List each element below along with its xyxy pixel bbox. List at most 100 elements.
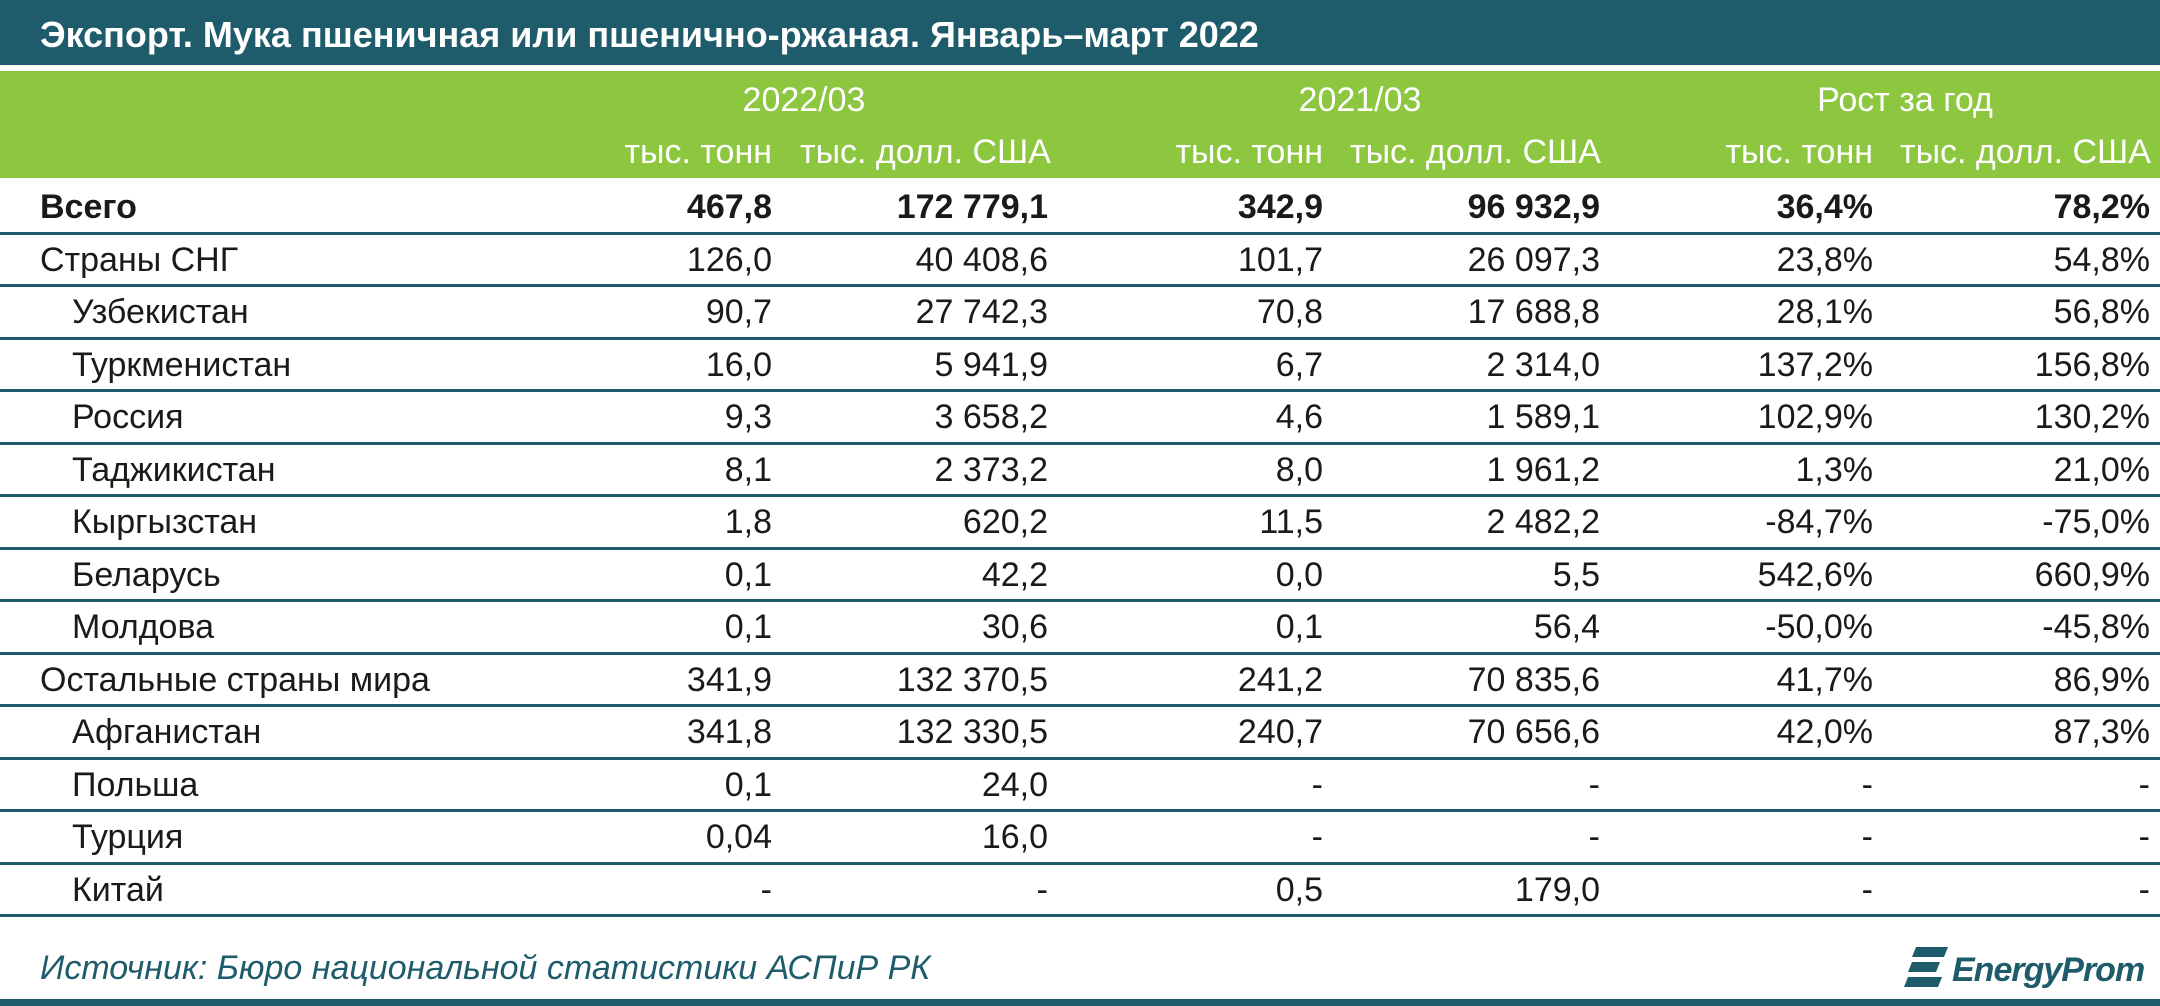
table-title: Экспорт. Мука пшеничная или пшенично-ржа… — [0, 0, 2160, 68]
value-tonnes-2022: 341,8 — [686, 713, 772, 751]
subheader-usd-2021: тыс. долл. США — [1350, 133, 1601, 171]
value-tonnes-2022: 90,7 — [705, 293, 772, 331]
subheader-usd-growth: тыс. долл. США — [1900, 133, 2151, 171]
value-tonnes-2022: 1,8 — [724, 503, 772, 541]
growth-usd: 21,0% — [2053, 450, 2150, 489]
growth-tonnes: 42,0% — [1776, 713, 1873, 751]
value-tonnes-2022: 0,1 — [724, 555, 772, 594]
value-tonnes-2021: 0,0 — [1275, 555, 1323, 594]
value-tonnes-2021: 6,7 — [1275, 345, 1323, 384]
value-usd-2022: 620,2 — [962, 503, 1048, 541]
table-row: Кыргызстан 1,8 620,2 11,5 2 482,2 -84,7% -75,0… — [0, 497, 2160, 550]
value-usd-2022: 2 373,2 — [934, 450, 1048, 489]
table-row: Беларусь 0,1 42,2 0,0 5,5 542,6% 660,9% — [0, 550, 2160, 602]
growth-tonnes: 41,7% — [1776, 660, 1873, 699]
value-usd-2021: - — [1588, 765, 1600, 804]
value-usd-2022: 16,0 — [981, 818, 1048, 856]
value-tonnes-2021: - — [1311, 818, 1323, 856]
source-note: Источник: Бюро национальной статистики А… — [40, 949, 931, 987]
subheader-usd-2022: тыс. долл. США — [800, 133, 1051, 171]
value-tonnes-2022: - — [760, 870, 772, 909]
value-usd-2022: 5 941,9 — [934, 345, 1048, 384]
value-usd-2021: 5,5 — [1552, 555, 1600, 594]
value-tonnes-2021: 342,9 — [1237, 188, 1323, 226]
row-label: Беларусь — [72, 555, 221, 594]
value-usd-2022: 27 742,3 — [915, 293, 1048, 331]
growth-tonnes: - — [1861, 818, 1873, 856]
growth-usd: 54,8% — [2053, 240, 2150, 279]
group-header-2022: 2022/03 — [742, 81, 866, 119]
growth-usd: -45,8% — [2042, 608, 2150, 646]
value-usd-2022: 172 779,1 — [896, 188, 1048, 226]
table-row: Турция 0,04 16,0 - - - - — [0, 812, 2160, 865]
row-label: Страны СНГ — [40, 240, 239, 279]
value-usd-2022: 132 370,5 — [896, 660, 1048, 699]
value-tonnes-2022: 16,0 — [705, 345, 772, 384]
value-tonnes-2022: 467,8 — [686, 188, 772, 226]
growth-tonnes: 36,4% — [1776, 188, 1873, 226]
row-label: Польша — [72, 765, 199, 804]
table-footer: Источник: Бюро национальной статистики А… — [0, 937, 2160, 999]
value-usd-2022: - — [1036, 870, 1048, 909]
value-tonnes-2021: 241,2 — [1237, 660, 1323, 699]
value-usd-2021: 179,0 — [1514, 870, 1600, 909]
row-label: Таджикистан — [72, 450, 276, 489]
table-row: Китай - - 0,5 179,0 - - — [0, 865, 2160, 917]
growth-usd: 130,2% — [2034, 398, 2150, 436]
row-label: Всего — [40, 188, 137, 226]
table-row: Страны СНГ 126,0 40 408,6 101,7 26 097,3 23,8… — [0, 235, 2160, 287]
row-label: Молдова — [72, 608, 215, 646]
value-tonnes-2021: 11,5 — [1259, 503, 1323, 541]
table-row: Всего 467,8 172 779,1 342,9 96 932,9 36,4% 78,… — [0, 182, 2160, 235]
value-tonnes-2022: 0,1 — [724, 608, 772, 646]
value-usd-2021: - — [1588, 818, 1600, 856]
table-row: Остальные страны мира 341,9 132 370,5 241,2… — [0, 655, 2160, 707]
table-header: 2022/03 2021/03 Рост за год тыс. тонн ты… — [0, 71, 2160, 178]
value-tonnes-2021: 70,8 — [1256, 293, 1323, 331]
growth-usd: 56,8% — [2053, 293, 2150, 331]
logo-mark-icon — [1904, 947, 1948, 987]
value-tonnes-2021: 240,7 — [1237, 713, 1323, 751]
table-row: Россия 9,3 3 658,2 4,6 1 589,1 102,9% 130,2% — [0, 392, 2160, 445]
value-usd-2021: 96 932,9 — [1467, 188, 1600, 226]
value-tonnes-2022: 0,1 — [724, 765, 772, 804]
row-label: Остальные страны мира — [40, 660, 430, 699]
table-body: Всего 467,8 172 779,1 342,9 96 932,9 36,4% 78,… — [0, 182, 2160, 917]
value-tonnes-2022: 341,9 — [686, 660, 772, 699]
group-header-growth: Рост за год — [1817, 81, 1993, 119]
table-row: Узбекистан 90,7 27 742,3 70,8 17 688,8 28,1% 5… — [0, 287, 2160, 340]
growth-tonnes: 1,3% — [1795, 450, 1874, 489]
subheader-tonnes-growth: тыс. тонн — [1725, 133, 1873, 171]
growth-usd: 87,3% — [2053, 713, 2150, 751]
value-tonnes-2021: - — [1311, 765, 1323, 804]
growth-tonnes: 102,9% — [1757, 398, 1873, 436]
value-usd-2022: 42,2 — [981, 555, 1048, 594]
value-tonnes-2021: 0,5 — [1275, 870, 1323, 909]
table-row: Таджикистан 8,1 2 373,2 8,0 1 961,2 1,3% 21,0% — [0, 445, 2160, 497]
growth-tonnes: 137,2% — [1757, 345, 1873, 384]
growth-usd: - — [2138, 765, 2150, 804]
row-label: Кыргызстан — [72, 503, 258, 541]
growth-usd: 86,9% — [2053, 660, 2150, 699]
growth-tonnes: - — [1861, 765, 1873, 804]
value-tonnes-2021: 8,0 — [1275, 450, 1323, 489]
value-tonnes-2022: 9,3 — [724, 398, 772, 436]
value-usd-2022: 132 330,5 — [896, 713, 1048, 751]
growth-usd: 156,8% — [2034, 345, 2150, 384]
growth-usd: -75,0% — [2042, 503, 2150, 541]
value-tonnes-2021: 101,7 — [1237, 240, 1323, 279]
growth-tonnes: -50,0% — [1765, 608, 1873, 646]
row-label: Россия — [72, 398, 184, 436]
value-usd-2021: 56,4 — [1533, 608, 1600, 646]
table-row: Польша 0,1 24,0 - - - - — [0, 760, 2160, 812]
growth-tonnes: 23,8% — [1776, 240, 1873, 279]
subheader-tonnes-2021: тыс. тонн — [1175, 133, 1323, 171]
value-usd-2021: 1 961,2 — [1486, 450, 1600, 489]
group-header-2021: 2021/03 — [1298, 81, 1422, 119]
value-tonnes-2021: 0,1 — [1275, 608, 1323, 646]
row-label: Туркменистан — [72, 345, 292, 384]
growth-tonnes: 28,1% — [1776, 293, 1873, 331]
value-usd-2021: 70 835,6 — [1467, 660, 1600, 699]
value-tonnes-2022: 126,0 — [686, 240, 772, 279]
